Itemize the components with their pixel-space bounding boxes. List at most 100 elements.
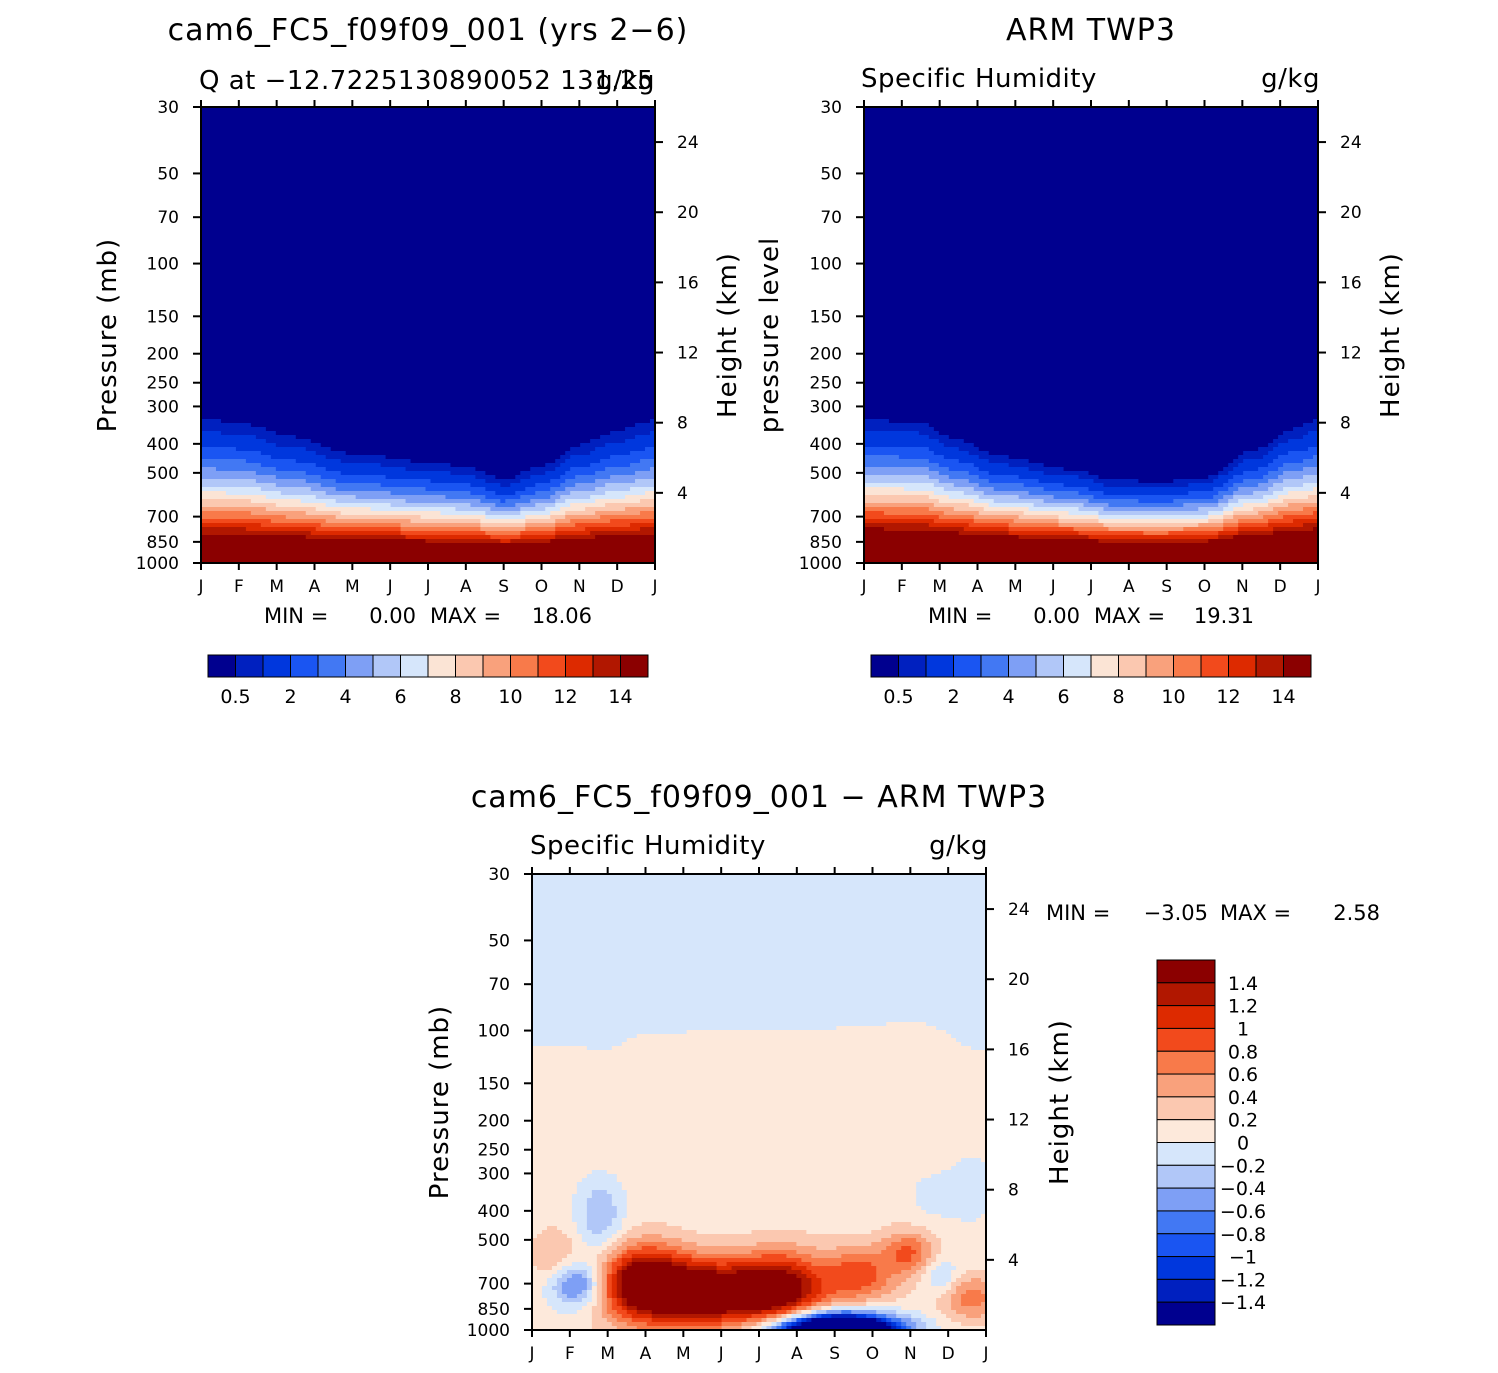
- contour-cell: [616, 1282, 623, 1287]
- contour-cell: [305, 447, 332, 452]
- colorbar-swatch: [1200, 654, 1229, 678]
- x-tick-label: O: [1198, 577, 1211, 597]
- contour-cell: [796, 1250, 882, 1255]
- contour-cell: [201, 499, 252, 504]
- contour-cell: [571, 1262, 588, 1267]
- colorbar: 1.41.210.80.60.40.20−0.2−0.4−0.6−0.8−1−1…: [1156, 959, 1266, 1326]
- colorbar-swatch: [262, 654, 291, 678]
- contour-cell: [864, 271, 1318, 276]
- contour-cell: [532, 910, 986, 915]
- contour-cell: [801, 1294, 807, 1299]
- contour-cell: [1268, 451, 1289, 456]
- contour-cell: [201, 127, 655, 132]
- contour-cell: [330, 447, 571, 452]
- contour-cell: [201, 403, 655, 408]
- contour-cell: [532, 1094, 986, 1099]
- contour-cell: [616, 1258, 623, 1263]
- contour-cell: [1208, 511, 1224, 516]
- x-tick-label: F: [897, 577, 907, 597]
- contour-cell: [956, 1286, 986, 1291]
- contour-cell: [201, 451, 262, 456]
- colorbar-label: 10: [498, 686, 522, 708]
- contour-cell: [590, 531, 655, 536]
- y-tick-label: 150: [147, 307, 179, 327]
- contour-cell: [801, 1298, 812, 1303]
- contour-cell: [886, 1318, 892, 1323]
- contour-cell: [661, 1234, 892, 1239]
- min-value: 0.00: [369, 604, 416, 628]
- contour-cell: [948, 475, 980, 480]
- contour-cell: [971, 1046, 986, 1051]
- contour-cell: [916, 1194, 986, 1199]
- contour-cell: [565, 487, 596, 492]
- contour-cell: [1108, 527, 1184, 532]
- contour-cell: [571, 1274, 583, 1279]
- y-tick-right-label: 8: [1008, 1181, 1019, 1201]
- contour-cell: [555, 467, 571, 472]
- contour-cell: [576, 1310, 593, 1315]
- contour-cell: [1313, 487, 1318, 492]
- contour-cell: [981, 1302, 986, 1307]
- contour-cell: [596, 1290, 603, 1295]
- contour-cell: [881, 1294, 907, 1299]
- contour-cell: [626, 1250, 678, 1255]
- contour-cell: [686, 1030, 947, 1035]
- contour-cell: [580, 443, 606, 448]
- contour-cell: [201, 111, 655, 116]
- contour-cell: [876, 1318, 882, 1323]
- contour-cell: [864, 539, 1100, 544]
- contour-cell: [951, 1166, 986, 1171]
- contour-cell: [571, 1238, 583, 1243]
- y-tick-label: 100: [810, 255, 842, 275]
- contour-cell: [450, 471, 486, 476]
- contour-cell: [871, 1230, 932, 1235]
- x-tick-label: J: [755, 1344, 761, 1364]
- contour-cell: [541, 1290, 558, 1295]
- contour-cell: [1233, 475, 1264, 480]
- contour-cell: [616, 1174, 932, 1179]
- contour-cell: [796, 1318, 803, 1323]
- contour-cell: [988, 471, 1045, 476]
- contour-cell: [1308, 447, 1318, 452]
- contour-cell: [201, 155, 655, 160]
- contour-cell: [864, 123, 1318, 128]
- x-tick-label: M: [269, 577, 284, 597]
- axis-ticks: J F M A M J J A S O N D J305070100150200250300400500…: [799, 98, 1362, 597]
- panel-title: cam6_FC5_f09f09_001 (yrs 2−6): [168, 13, 689, 48]
- contour-cell: [1218, 499, 1229, 504]
- contour-cell: [866, 1302, 937, 1307]
- contour-cell: [405, 535, 491, 540]
- contour-cell: [601, 1298, 608, 1303]
- contour-cell: [201, 391, 655, 396]
- contour-cell: [916, 1250, 922, 1255]
- colorbar-swatch: [1156, 1073, 1216, 1098]
- contour-cell: [841, 1262, 872, 1267]
- contour-cell: [586, 1286, 593, 1291]
- contour-cell: [265, 495, 317, 500]
- contour-cell: [978, 447, 1259, 452]
- contour-cell: [265, 427, 626, 432]
- contour-cell: [546, 1278, 558, 1283]
- contour-cell: [541, 1230, 563, 1235]
- contour-cell: [1233, 467, 1259, 472]
- contour-cell: [611, 1274, 618, 1279]
- contour-cell: [921, 1178, 986, 1183]
- contour-cell: [571, 1218, 588, 1223]
- contour-cell: [796, 1298, 803, 1303]
- contour-cell: [505, 499, 531, 504]
- x-tick-label: J: [197, 577, 203, 597]
- contour-cell: [936, 1026, 986, 1031]
- contour-cell: [864, 403, 1318, 408]
- contour-cell: [532, 1314, 593, 1319]
- contour-cell: [561, 1298, 583, 1303]
- contour-cell: [616, 1294, 623, 1299]
- contour-cell: [556, 1278, 568, 1283]
- contour-cell: [532, 1310, 558, 1315]
- contour-cell: [791, 1326, 892, 1330]
- contour-cell: [616, 1246, 628, 1251]
- contour-cell: [490, 507, 521, 512]
- contour-cell: [626, 1298, 798, 1303]
- contour-cell: [485, 531, 521, 536]
- contour-cell: [201, 435, 257, 440]
- contour-cell: [556, 1270, 568, 1275]
